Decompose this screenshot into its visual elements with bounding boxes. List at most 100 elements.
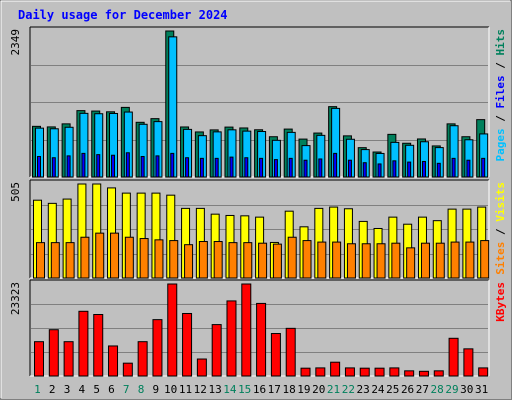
bar-files-day-3 bbox=[66, 155, 71, 178]
x-tick-label-day-5: 5 bbox=[93, 383, 100, 396]
bar-sites-day-20 bbox=[317, 241, 327, 279]
x-tick-label-day-14: 14 bbox=[223, 383, 237, 396]
bar-files-day-12 bbox=[199, 157, 204, 178]
x-tick-label-day-27: 27 bbox=[416, 383, 429, 396]
bar-files-day-5 bbox=[96, 154, 101, 178]
bar-sites-day-23 bbox=[361, 243, 371, 279]
bar-files-day-27 bbox=[421, 160, 426, 178]
panel-2: 505 Sites / Visits bbox=[9, 179, 507, 279]
x-tick-label-day-26: 26 bbox=[401, 383, 414, 396]
legend-pages: Pages bbox=[494, 128, 507, 161]
bar-sites-day-31 bbox=[480, 240, 490, 279]
x-tick-label-day-30: 30 bbox=[460, 383, 473, 396]
bar-sites-day-27 bbox=[420, 242, 430, 279]
bar-sites-day-25 bbox=[391, 242, 401, 279]
bar-files-day-23 bbox=[362, 162, 367, 178]
x-tick-label-day-21: 21 bbox=[327, 383, 340, 396]
bar-sites-day-8 bbox=[139, 238, 149, 279]
bar-kbytes-day-29 bbox=[448, 337, 459, 377]
bar-kbytes-day-30 bbox=[463, 348, 474, 377]
bar-kbytes-day-23 bbox=[359, 367, 370, 377]
bar-kbytes-day-2 bbox=[48, 329, 59, 377]
bar-files-day-18 bbox=[288, 157, 293, 178]
bar-kbytes-day-4 bbox=[78, 310, 89, 377]
legend-hits: Hits bbox=[494, 29, 507, 56]
bar-files-day-8 bbox=[140, 155, 145, 178]
bar-kbytes-day-14 bbox=[226, 300, 237, 377]
x-tick-label-day-23: 23 bbox=[357, 383, 370, 396]
x-tick-label-day-10: 10 bbox=[164, 383, 177, 396]
legend-sites: Sites bbox=[494, 242, 507, 275]
x-tick-label-day-16: 16 bbox=[253, 383, 266, 396]
bar-files-day-20 bbox=[318, 158, 323, 178]
bar-sites-day-15 bbox=[243, 242, 253, 279]
x-tick-label-day-25: 25 bbox=[386, 383, 399, 396]
bar-sites-day-6 bbox=[110, 232, 120, 279]
y-max-label: 2349 bbox=[9, 29, 22, 56]
bar-sites-day-18 bbox=[287, 236, 297, 279]
bar-sites-day-12 bbox=[198, 241, 208, 279]
bar-kbytes-day-18 bbox=[285, 327, 296, 377]
bar-sites-day-7 bbox=[124, 236, 134, 279]
bar-kbytes-day-10 bbox=[167, 283, 178, 377]
legend-label: Pages / Files / Hits bbox=[494, 29, 507, 162]
bar-kbytes-day-22 bbox=[344, 367, 355, 377]
bar-sites-day-4 bbox=[80, 236, 90, 279]
x-tick-label-day-4: 4 bbox=[79, 383, 86, 396]
legend-files: Files bbox=[494, 75, 507, 108]
bar-sites-day-30 bbox=[465, 241, 475, 279]
bar-sites-day-22 bbox=[346, 243, 356, 279]
x-tick-label-day-31: 31 bbox=[475, 383, 488, 396]
bar-files-day-21 bbox=[333, 152, 338, 178]
x-tick-label-day-17: 17 bbox=[268, 383, 281, 396]
bar-files-day-29 bbox=[451, 157, 456, 178]
legend-kbytes: KBytes bbox=[494, 282, 507, 322]
bar-files-day-22 bbox=[347, 159, 352, 178]
bar-files-day-24 bbox=[377, 163, 382, 178]
bar-files-day-17 bbox=[273, 159, 278, 178]
bar-sites-day-5 bbox=[95, 232, 105, 279]
chart-title: Daily usage for December 2024 bbox=[18, 8, 228, 22]
bar-files-day-25 bbox=[392, 160, 397, 178]
panel-3: 23323 KBytes bbox=[9, 279, 507, 377]
legend-visits: Visits bbox=[494, 182, 507, 222]
x-tick-label-day-1: 1 bbox=[34, 383, 41, 396]
bar-files-day-2 bbox=[51, 157, 56, 178]
bar-files-day-30 bbox=[466, 159, 471, 178]
x-tick-label-day-22: 22 bbox=[342, 383, 355, 396]
bar-kbytes-day-27 bbox=[418, 370, 429, 377]
x-tick-label-day-28: 28 bbox=[431, 383, 444, 396]
bar-kbytes-day-5 bbox=[93, 314, 104, 377]
bar-kbytes-day-13 bbox=[211, 324, 222, 377]
legend-separator: / bbox=[494, 109, 507, 129]
bar-sites-day-28 bbox=[435, 242, 445, 279]
bar-sites-day-13 bbox=[213, 241, 223, 279]
bar-sites-day-17 bbox=[272, 243, 282, 279]
x-tick-label-day-15: 15 bbox=[238, 383, 251, 396]
bar-kbytes-day-25 bbox=[389, 367, 400, 377]
y-max-label: 23323 bbox=[9, 282, 22, 315]
bar-kbytes-day-24 bbox=[374, 367, 385, 377]
legend-separator: / bbox=[494, 222, 507, 242]
bar-kbytes-day-9 bbox=[152, 319, 163, 377]
bar-sites-day-11 bbox=[184, 244, 194, 279]
bar-kbytes-day-21 bbox=[330, 361, 341, 377]
bar-sites-day-19 bbox=[302, 240, 312, 279]
bar-files-day-28 bbox=[436, 162, 441, 178]
bar-kbytes-day-7 bbox=[122, 362, 133, 377]
bar-files-day-31 bbox=[481, 157, 486, 178]
bar-kbytes-day-8 bbox=[137, 341, 148, 377]
bar-sites-day-21 bbox=[332, 241, 342, 279]
bar-kbytes-day-17 bbox=[270, 333, 281, 377]
x-tick-label-day-9: 9 bbox=[153, 383, 160, 396]
bar-files-day-19 bbox=[303, 159, 308, 178]
legend-label: KBytes bbox=[494, 282, 507, 322]
bar-sites-day-16 bbox=[258, 242, 268, 279]
legend-separator: / bbox=[494, 56, 507, 76]
x-tick-label-day-11: 11 bbox=[179, 383, 192, 396]
y-max-label: 505 bbox=[9, 182, 22, 202]
x-tick-label-day-13: 13 bbox=[208, 383, 221, 396]
bar-kbytes-day-28 bbox=[433, 370, 444, 377]
